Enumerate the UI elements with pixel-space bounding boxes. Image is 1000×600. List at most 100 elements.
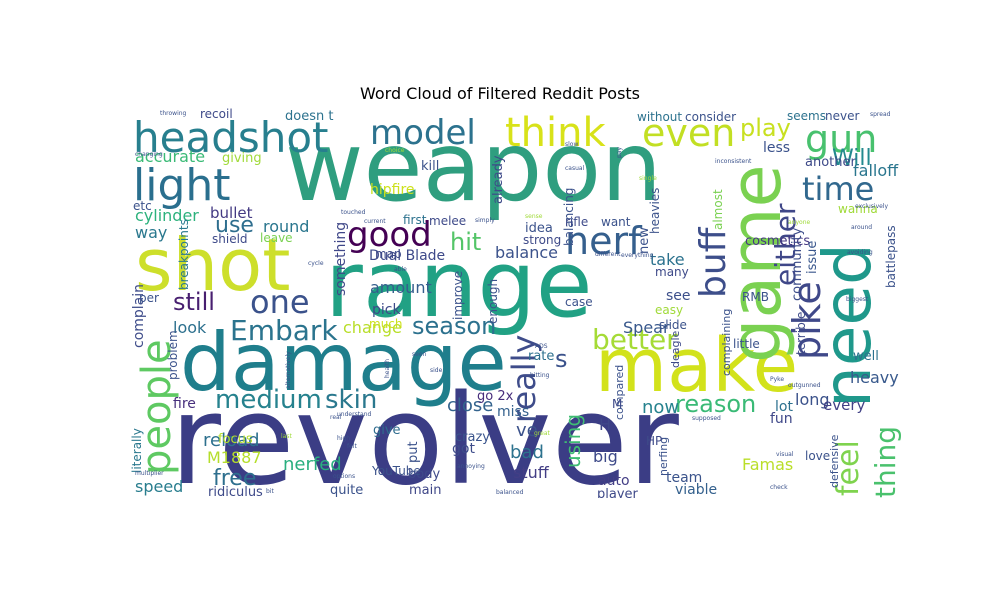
word-anyone: anyone xyxy=(788,219,811,226)
word-per: per xyxy=(139,291,159,305)
word-player: player xyxy=(597,487,639,498)
word-amount: amount xyxy=(370,278,432,297)
word-really: really xyxy=(505,335,543,423)
word-look: look xyxy=(173,318,207,337)
word-battlepass: battlepass xyxy=(884,225,898,288)
word-play: play xyxy=(740,114,791,142)
word-people: people xyxy=(134,339,180,475)
word-see: see xyxy=(666,288,691,304)
chart-title: Word Cloud of Filtered Reddit Posts xyxy=(359,84,641,103)
word-giving: giving xyxy=(222,151,262,166)
word-every: every xyxy=(823,396,866,414)
word-new: new xyxy=(637,227,652,254)
word-alternatively: alternatively xyxy=(285,351,292,389)
word-biggest: biggest xyxy=(846,296,869,303)
word-gun: gun xyxy=(805,117,877,161)
word-real: real xyxy=(330,414,342,421)
word-now: now xyxy=(642,397,679,418)
word-h: H xyxy=(599,415,611,434)
word-s: s xyxy=(555,345,568,373)
word-wanna: wanna xyxy=(838,202,878,216)
word-game: game xyxy=(715,164,797,363)
word-heavies: heavies xyxy=(648,188,662,234)
word-ads: ADS xyxy=(535,343,548,350)
word-issue: issue xyxy=(805,241,820,274)
word-first: first xyxy=(403,213,427,227)
word-focus: focus xyxy=(218,432,253,447)
word-reload: reload xyxy=(203,430,260,451)
word-want: want xyxy=(601,215,631,229)
word-doesn-t: doesn t xyxy=(285,109,333,124)
word-great: great xyxy=(534,430,551,437)
word-crazy: crazy xyxy=(455,430,490,445)
word-fire: fire xyxy=(173,396,196,412)
word-without: without xyxy=(637,110,682,124)
word-health: health xyxy=(384,359,391,378)
word-hipfire: hipfire xyxy=(370,182,415,198)
word-multiplier: multiplier xyxy=(135,470,164,477)
word-something: something xyxy=(333,222,349,296)
word-falloff: falloff xyxy=(853,161,899,180)
word-got: got xyxy=(452,441,475,457)
word-bullet: bullet xyxy=(210,204,253,222)
word-annoying: annoying xyxy=(457,463,485,470)
word-auto: auto xyxy=(598,473,630,489)
word-exclusively: exclusively xyxy=(855,203,889,210)
word-strong: strong xyxy=(523,233,561,247)
word-single: single xyxy=(639,175,657,182)
word-options: options xyxy=(333,473,355,480)
word-rmb: RMB xyxy=(742,290,769,304)
word-skin: skin xyxy=(325,385,377,415)
word-embark: Embark xyxy=(230,314,338,347)
word-cycle: cycle xyxy=(308,260,324,267)
word-well: well xyxy=(853,349,879,364)
word-feel: feel xyxy=(831,440,866,496)
word-good: good xyxy=(347,215,432,255)
word-side: side xyxy=(430,367,443,374)
word-give: give xyxy=(373,423,401,438)
word-supposed: supposed xyxy=(692,415,721,422)
word-model: model xyxy=(370,113,476,153)
word-miss: miss xyxy=(497,404,529,420)
word-avoiding: avoiding xyxy=(847,249,873,256)
word-breakpoints: breakpoints xyxy=(177,219,191,290)
word-nerf: nerf xyxy=(565,219,643,263)
word-hitting: hitting xyxy=(530,372,550,379)
word-leave: leave xyxy=(260,231,293,245)
word-speed: speed xyxy=(135,477,183,496)
word-go-2x: go 2x xyxy=(477,389,514,404)
word-pay: pay xyxy=(616,147,623,158)
word-high: high xyxy=(337,435,350,442)
word-cosmetics: cosmetics xyxy=(745,234,810,249)
word-light: light xyxy=(133,160,231,211)
word-close: close xyxy=(447,395,493,416)
word-consider: consider xyxy=(685,110,736,124)
word-easy: easy xyxy=(655,303,683,317)
word-inconsistent: inconsistent xyxy=(715,158,752,165)
word-pyke: Pyke xyxy=(770,376,784,383)
word-community: community xyxy=(790,227,805,301)
word-body: body xyxy=(408,467,440,482)
word-team: team xyxy=(666,470,702,486)
word-slow: slow xyxy=(565,141,578,148)
word-will: Will xyxy=(832,146,872,171)
word-map: map xyxy=(375,247,402,261)
word-pike: pike xyxy=(785,281,829,360)
word-case: case xyxy=(565,295,593,309)
word-less: less xyxy=(763,140,790,156)
word-quite: quite xyxy=(330,483,363,498)
word-complain: complain xyxy=(131,284,147,348)
word-better: better xyxy=(592,323,678,356)
word-weapon: weapon xyxy=(285,111,662,223)
word-make: make xyxy=(595,323,798,409)
word-cylinder: cylinder xyxy=(135,206,199,225)
word-balanced: balanced xyxy=(496,489,524,496)
word-last: last xyxy=(281,433,292,440)
word-famas: Famas xyxy=(742,455,793,474)
word-enough: enough xyxy=(486,279,500,324)
word-need: need xyxy=(809,243,886,408)
word-changing: changing xyxy=(135,151,163,158)
word-ve: ve xyxy=(516,420,538,441)
word-little: little xyxy=(733,337,760,351)
